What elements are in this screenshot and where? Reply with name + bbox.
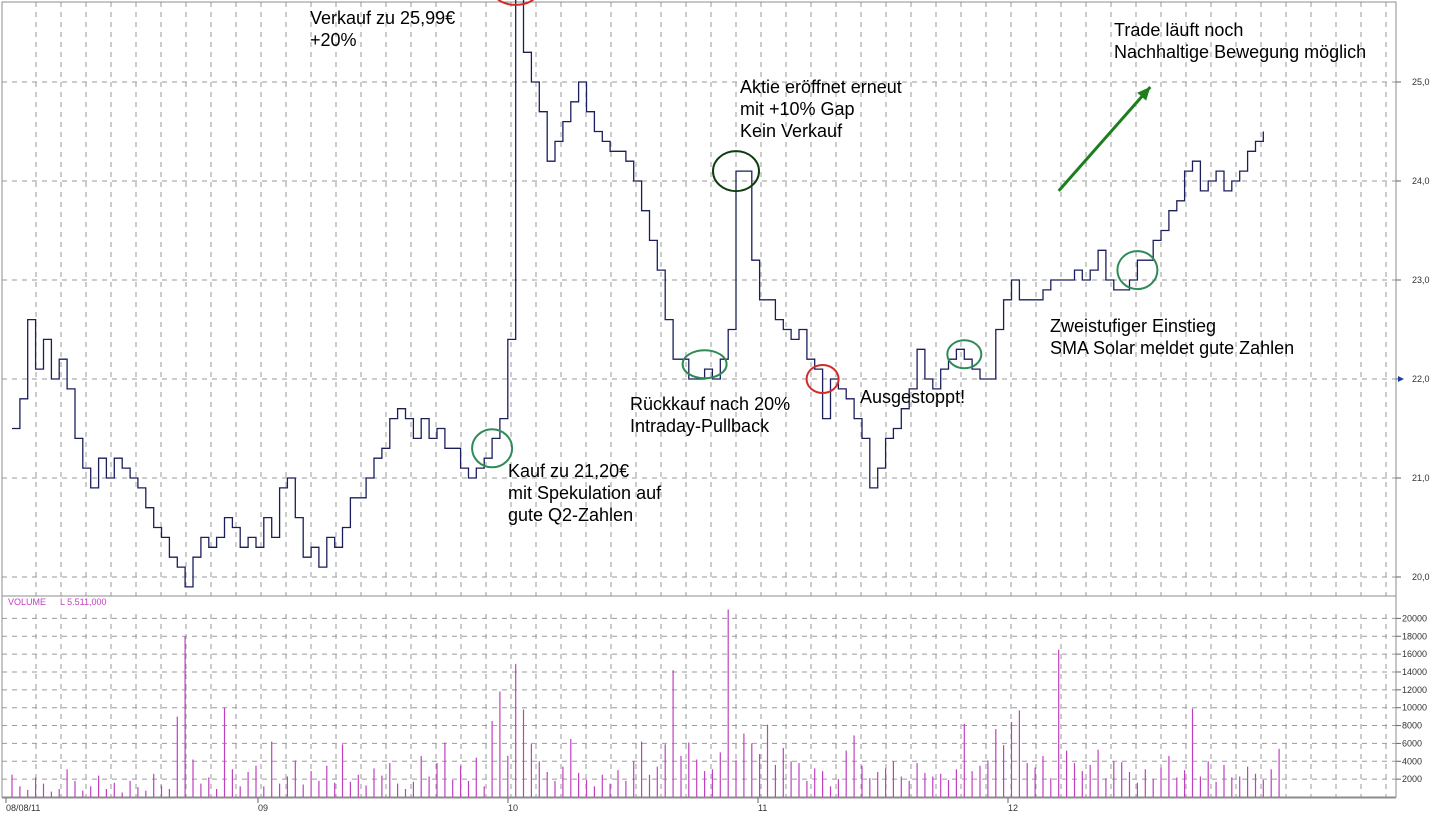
y-tick-label: 22,0	[1412, 374, 1430, 384]
vol-y-tick-label: 2000	[1402, 774, 1422, 784]
trend-arrow-shaft	[1057, 85, 1152, 192]
grid	[2, 2, 1396, 797]
vol-y-tick-label: 20000	[1402, 613, 1427, 623]
x-tick-label: 08/08/11	[6, 803, 40, 813]
vol-y-tick-label: 12000	[1402, 685, 1427, 695]
annotation-circle	[946, 339, 983, 370]
y-tick-label: 20,0	[1412, 572, 1430, 582]
x-axis: 08/08/11 09 10 11 12	[5, 798, 1018, 813]
x-tick-label: 10	[508, 803, 518, 813]
annotation-text: Trade läuft noch	[1114, 20, 1243, 40]
annotation-text: +20%	[310, 30, 357, 50]
current-price-marker	[1398, 376, 1404, 382]
vol-y-tick-label: 18000	[1402, 631, 1427, 641]
vol-y-tick-label: 6000	[1402, 738, 1422, 748]
annotations: Verkauf zu 25,99€+20% Kauf zu 21,20€mit S…	[310, 0, 1366, 525]
y-tick-label: 24,0	[1412, 176, 1430, 186]
annotation-text: Aktie eröffnet erneut	[740, 77, 902, 97]
vol-y-tick-label: 4000	[1402, 756, 1422, 766]
price-y-axis: 20,0 21,0 22,0 23,0 24,0 25,0	[1396, 77, 1430, 582]
annotation-text: Ausgestoppt!	[860, 387, 965, 407]
annotation-text: Rückkauf nach 20%	[630, 394, 790, 414]
annotation-circle	[497, 0, 535, 6]
annotation-text: gute Q2-Zahlen	[508, 505, 633, 525]
annotation-text: Intraday-Pullback	[630, 416, 770, 436]
y-tick-label: 25,0	[1412, 77, 1430, 87]
annotation-text: Zweistufiger Einstieg	[1050, 316, 1216, 336]
annotation-circle	[471, 428, 514, 469]
annotation-text: Kein Verkauf	[740, 121, 843, 141]
x-tick-label: 11	[758, 803, 767, 813]
annotation-text: Nachhaltige Bewegung möglich	[1114, 42, 1366, 62]
vol-y-tick-label: 16000	[1402, 649, 1427, 659]
annotation-text: Kauf zu 21,20€	[508, 461, 629, 481]
vol-y-tick-label: 10000	[1402, 703, 1427, 713]
annotation-text: Verkauf zu 25,99€	[310, 8, 455, 28]
vol-y-tick-label: 14000	[1402, 667, 1427, 677]
annotation-circle	[681, 349, 728, 380]
trend-arrow-head	[1137, 86, 1151, 101]
volume-y-axis: 2000 4000 6000 8000 10000 12000 14000 16000 1800…	[1396, 613, 1427, 784]
annotation-text: mit Spekulation auf	[508, 483, 662, 503]
annotation-circle	[1116, 250, 1159, 291]
volume-panel-frame	[1, 595, 1397, 798]
volume-label: VOLUME	[8, 597, 46, 607]
annotation-circle	[712, 150, 760, 193]
annotation-text: SMA Solar meldet gute Zahlen	[1050, 338, 1294, 358]
price-line	[12, 0, 1264, 588]
x-tick-label: 09	[258, 803, 268, 813]
annotation-text: mit +10% Gap	[740, 99, 855, 119]
volume-info: L 5.511,000	[60, 597, 107, 607]
y-tick-label: 23,0	[1412, 275, 1430, 285]
x-tick-label: 12	[1008, 803, 1018, 813]
volume-bars	[11, 609, 1280, 797]
annotation-circle	[805, 364, 840, 394]
y-tick-label: 21,0	[1412, 473, 1430, 483]
chart-frame	[1, 1, 1397, 799]
vol-y-tick-label: 8000	[1402, 721, 1422, 731]
